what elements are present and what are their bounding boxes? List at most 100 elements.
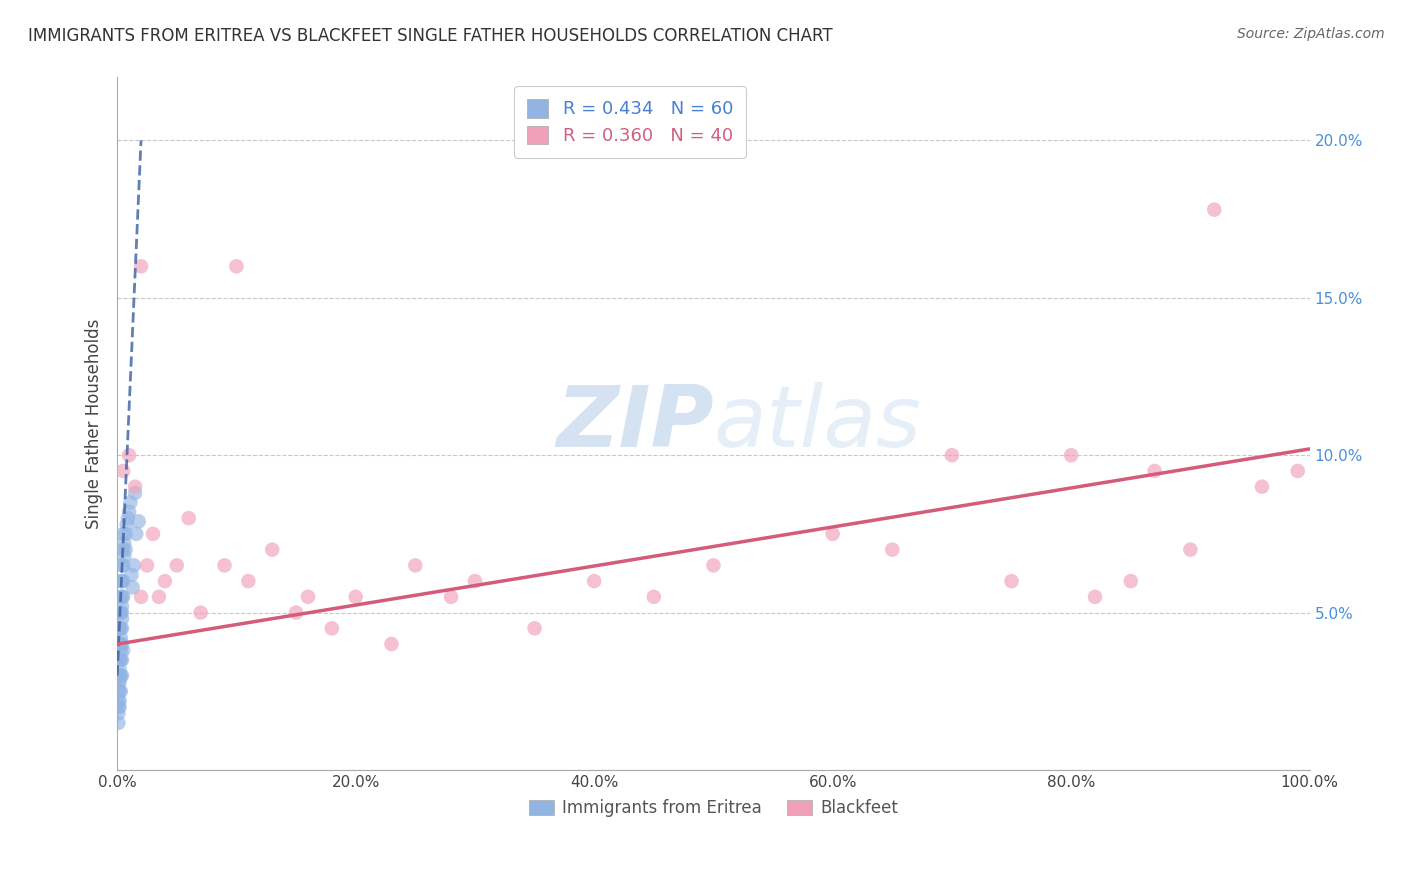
Point (285, 606, 308, 620)
Text: Source: ZipAtlas.com: Source: ZipAtlas.com (1237, 27, 1385, 41)
Point (108, 684, 131, 698)
Point (643, 590, 665, 604)
Point (225, 260, 247, 274)
Point (107, 684, 129, 698)
Point (110, 574, 132, 588)
Point (110, 684, 132, 698)
Point (108, 674, 131, 689)
Point (148, 590, 170, 604)
Point (112, 574, 135, 588)
Point (107, 668, 129, 682)
Point (111, 621, 134, 635)
Point (112, 527, 135, 541)
Point (110, 590, 132, 604)
Point (112, 464, 135, 478)
Point (108, 668, 131, 682)
Point (238, 574, 260, 588)
Point (177, 511, 200, 525)
Point (112, 542, 135, 557)
Point (110, 643, 132, 657)
Point (583, 574, 606, 588)
Point (523, 621, 546, 635)
Point (464, 574, 486, 588)
Point (110, 606, 132, 620)
Point (108, 637, 131, 651)
Point (440, 590, 463, 604)
Point (117, 511, 139, 525)
Point (1060, 448, 1083, 462)
Point (112, 643, 135, 657)
Point (941, 448, 963, 462)
Point (107, 637, 129, 651)
Point (121, 567, 143, 582)
Point (112, 549, 135, 563)
Point (297, 590, 319, 604)
Point (112, 558, 135, 573)
Point (108, 653, 131, 667)
Point (1204, 202, 1226, 217)
Point (153, 574, 176, 588)
Point (110, 637, 132, 651)
Point (136, 558, 159, 573)
Point (111, 612, 134, 626)
Point (1286, 464, 1309, 478)
Point (118, 505, 141, 519)
Point (107, 715, 129, 730)
Point (107, 706, 129, 721)
Point (107, 653, 129, 667)
Y-axis label: Single Father Households: Single Father Households (86, 318, 103, 529)
Point (111, 558, 134, 573)
Point (321, 621, 343, 635)
Point (111, 606, 134, 620)
Point (110, 668, 132, 682)
Point (108, 700, 131, 714)
Point (1143, 464, 1166, 478)
Point (190, 606, 212, 620)
Point (166, 558, 188, 573)
Point (120, 495, 142, 509)
Point (121, 581, 143, 595)
Point (124, 480, 146, 494)
Point (129, 260, 152, 274)
Point (115, 517, 138, 532)
Point (107, 700, 129, 714)
Point (114, 542, 136, 557)
Point (882, 542, 904, 557)
Legend: Immigrants from Eritrea, Blackfeet: Immigrants from Eritrea, Blackfeet (522, 793, 904, 824)
Point (1251, 480, 1274, 494)
Point (112, 590, 135, 604)
Point (112, 536, 135, 550)
Point (111, 599, 134, 614)
Point (262, 542, 284, 557)
Point (129, 590, 152, 604)
Point (118, 448, 141, 462)
Point (108, 606, 131, 620)
Point (111, 574, 134, 588)
Point (108, 694, 131, 708)
Point (122, 558, 145, 573)
Point (125, 527, 148, 541)
Point (1084, 590, 1107, 604)
Point (111, 637, 134, 651)
Point (124, 486, 146, 500)
Point (107, 694, 129, 708)
Text: ZIP: ZIP (555, 382, 713, 466)
Point (1180, 542, 1202, 557)
Point (404, 558, 426, 573)
Point (110, 621, 132, 635)
Point (344, 590, 367, 604)
Point (702, 558, 724, 573)
Point (380, 637, 402, 651)
Point (128, 514, 150, 528)
Point (1119, 574, 1142, 588)
Text: atlas: atlas (713, 382, 921, 466)
Point (107, 674, 129, 689)
Point (110, 653, 132, 667)
Point (111, 590, 134, 604)
Point (214, 558, 236, 573)
Point (821, 527, 844, 541)
Point (108, 662, 131, 676)
Point (1000, 574, 1022, 588)
Point (114, 527, 136, 541)
Point (111, 653, 134, 667)
